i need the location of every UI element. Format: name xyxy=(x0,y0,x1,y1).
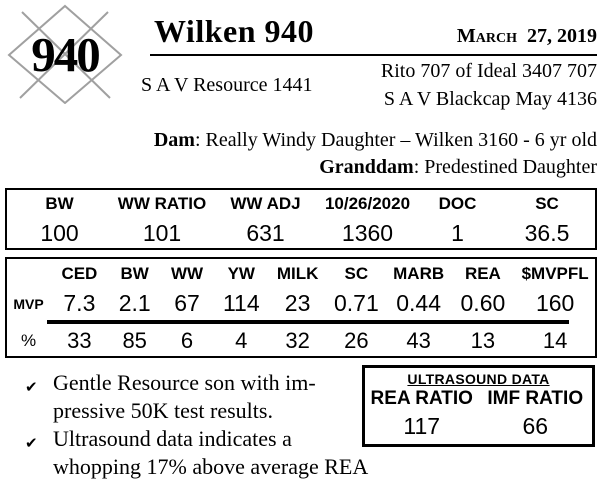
epd-row-label-mvp: MVP xyxy=(13,295,44,312)
note-line: Gentle Resource son with im- xyxy=(53,370,316,395)
epd-header: SC xyxy=(344,263,369,283)
granddam-value: : Predestined Daughter xyxy=(413,156,597,178)
epd-header: YW xyxy=(227,263,255,283)
checkmark-icon: ✔ xyxy=(25,378,38,396)
perf-value: 1360 xyxy=(341,219,394,246)
epd-row-label-pct: % xyxy=(20,330,37,350)
ultrasound-data-box: ULTRASOUND DATA REA RATIO IMF RATIO 117 … xyxy=(362,365,595,447)
perf-header: BW xyxy=(45,194,74,213)
dam-value: : Really Windy Daughter – Wilken 3160 - … xyxy=(194,129,597,151)
epd-header: WW xyxy=(170,263,204,283)
perf-value: 631 xyxy=(246,219,285,246)
perf-header: DOC xyxy=(438,194,477,213)
ultrasound-header: REA RATIO xyxy=(370,388,473,409)
epd-pct-value: 13 xyxy=(470,327,496,353)
perf-header: SC xyxy=(535,194,559,213)
epd-mvp-value: 0.71 xyxy=(333,290,379,316)
granddam-label: Granddam xyxy=(319,156,414,178)
ultrasound-title: ULTRASOUND DATA xyxy=(407,371,550,387)
note-item: ✔ Ultrasound data indicates a whopping 1… xyxy=(25,425,415,481)
perf-value: 100 xyxy=(40,219,79,246)
epd-header: $MVPFL xyxy=(521,263,589,283)
perf-header: 10/26/2020 xyxy=(324,194,411,213)
sire-dam-name: S A V Blackcap May 4136 xyxy=(383,88,597,110)
epd-header: MILK xyxy=(276,263,319,283)
epd-mvp-value: 114 xyxy=(222,290,260,316)
sire-sire-name: Rito 707 of Ideal 3407 707 xyxy=(380,60,597,82)
lot-number: 940 xyxy=(31,26,101,82)
note-line: Ultrasound data indicates a xyxy=(53,426,292,451)
note-line: pressive 50K test results. xyxy=(53,398,273,423)
epd-pct-value: 33 xyxy=(67,327,92,353)
epd-pct-value: 4 xyxy=(235,327,248,353)
ultrasound-header: IMF RATIO xyxy=(487,388,584,409)
epd-pct-value: 85 xyxy=(122,327,147,353)
epd-header: BW xyxy=(120,263,149,283)
performance-table: BW WW RATIO WW ADJ 10/26/2020 DOC SC 100… xyxy=(5,188,597,250)
granddam-line: Granddam: Predestined Daughter xyxy=(319,156,597,179)
epd-header: CED xyxy=(61,263,98,283)
epd-mvp-value: 2.1 xyxy=(118,290,151,316)
note-line: whopping 17% above average REA xyxy=(53,454,369,479)
epd-pct-value: 26 xyxy=(344,327,369,353)
perf-value: 36.5 xyxy=(524,219,570,246)
ultrasound-value: 66 xyxy=(522,413,549,439)
ultrasound-value: 117 xyxy=(403,413,441,439)
header-rule xyxy=(150,54,597,56)
perf-header: WW ADJ xyxy=(230,194,301,213)
epd-header: MARB xyxy=(393,263,445,283)
epd-mvp-value: 7.3 xyxy=(63,290,96,316)
perf-value: 1 xyxy=(451,219,464,246)
epd-mvp-value: 0.44 xyxy=(396,290,442,316)
epd-pct-value: 32 xyxy=(285,327,310,353)
epd-table: CED BW WW YW MILK SC MARB REA $MVPFL MVP… xyxy=(5,257,597,358)
notes-list: ✔ Gentle Resource son with im- pressive … xyxy=(25,369,415,481)
epd-mvp-value: 0.60 xyxy=(460,290,506,316)
epd-divider-rule xyxy=(47,320,569,324)
lot-tag-logo: 940 xyxy=(6,4,124,104)
epd-mvp-value: 23 xyxy=(284,290,311,316)
diamond-x-icon xyxy=(7,4,123,104)
sale-date: March 27, 2019 xyxy=(456,25,597,47)
epd-pct-value: 43 xyxy=(406,327,431,353)
perf-value: 101 xyxy=(142,219,182,246)
checkmark-icon: ✔ xyxy=(25,434,38,452)
sire-name: S A V Resource 1441 xyxy=(141,74,313,96)
dam-line: Dam: Really Windy Daughter – Wilken 3160… xyxy=(154,129,597,152)
epd-mvp-value: 160 xyxy=(535,290,575,316)
ultrasound-grid: REA RATIO IMF RATIO 117 66 xyxy=(365,388,592,440)
dam-label: Dam xyxy=(153,129,195,151)
perf-header: WW RATIO xyxy=(117,194,207,213)
epd-pct-value: 6 xyxy=(180,327,194,353)
epd-mvp-value: 67 xyxy=(174,290,200,316)
epd-header: REA xyxy=(464,263,501,283)
epd-pct-value: 14 xyxy=(542,327,568,353)
page-title: Wilken 940 xyxy=(154,13,314,49)
note-item: ✔ Gentle Resource son with im- pressive … xyxy=(25,369,415,425)
